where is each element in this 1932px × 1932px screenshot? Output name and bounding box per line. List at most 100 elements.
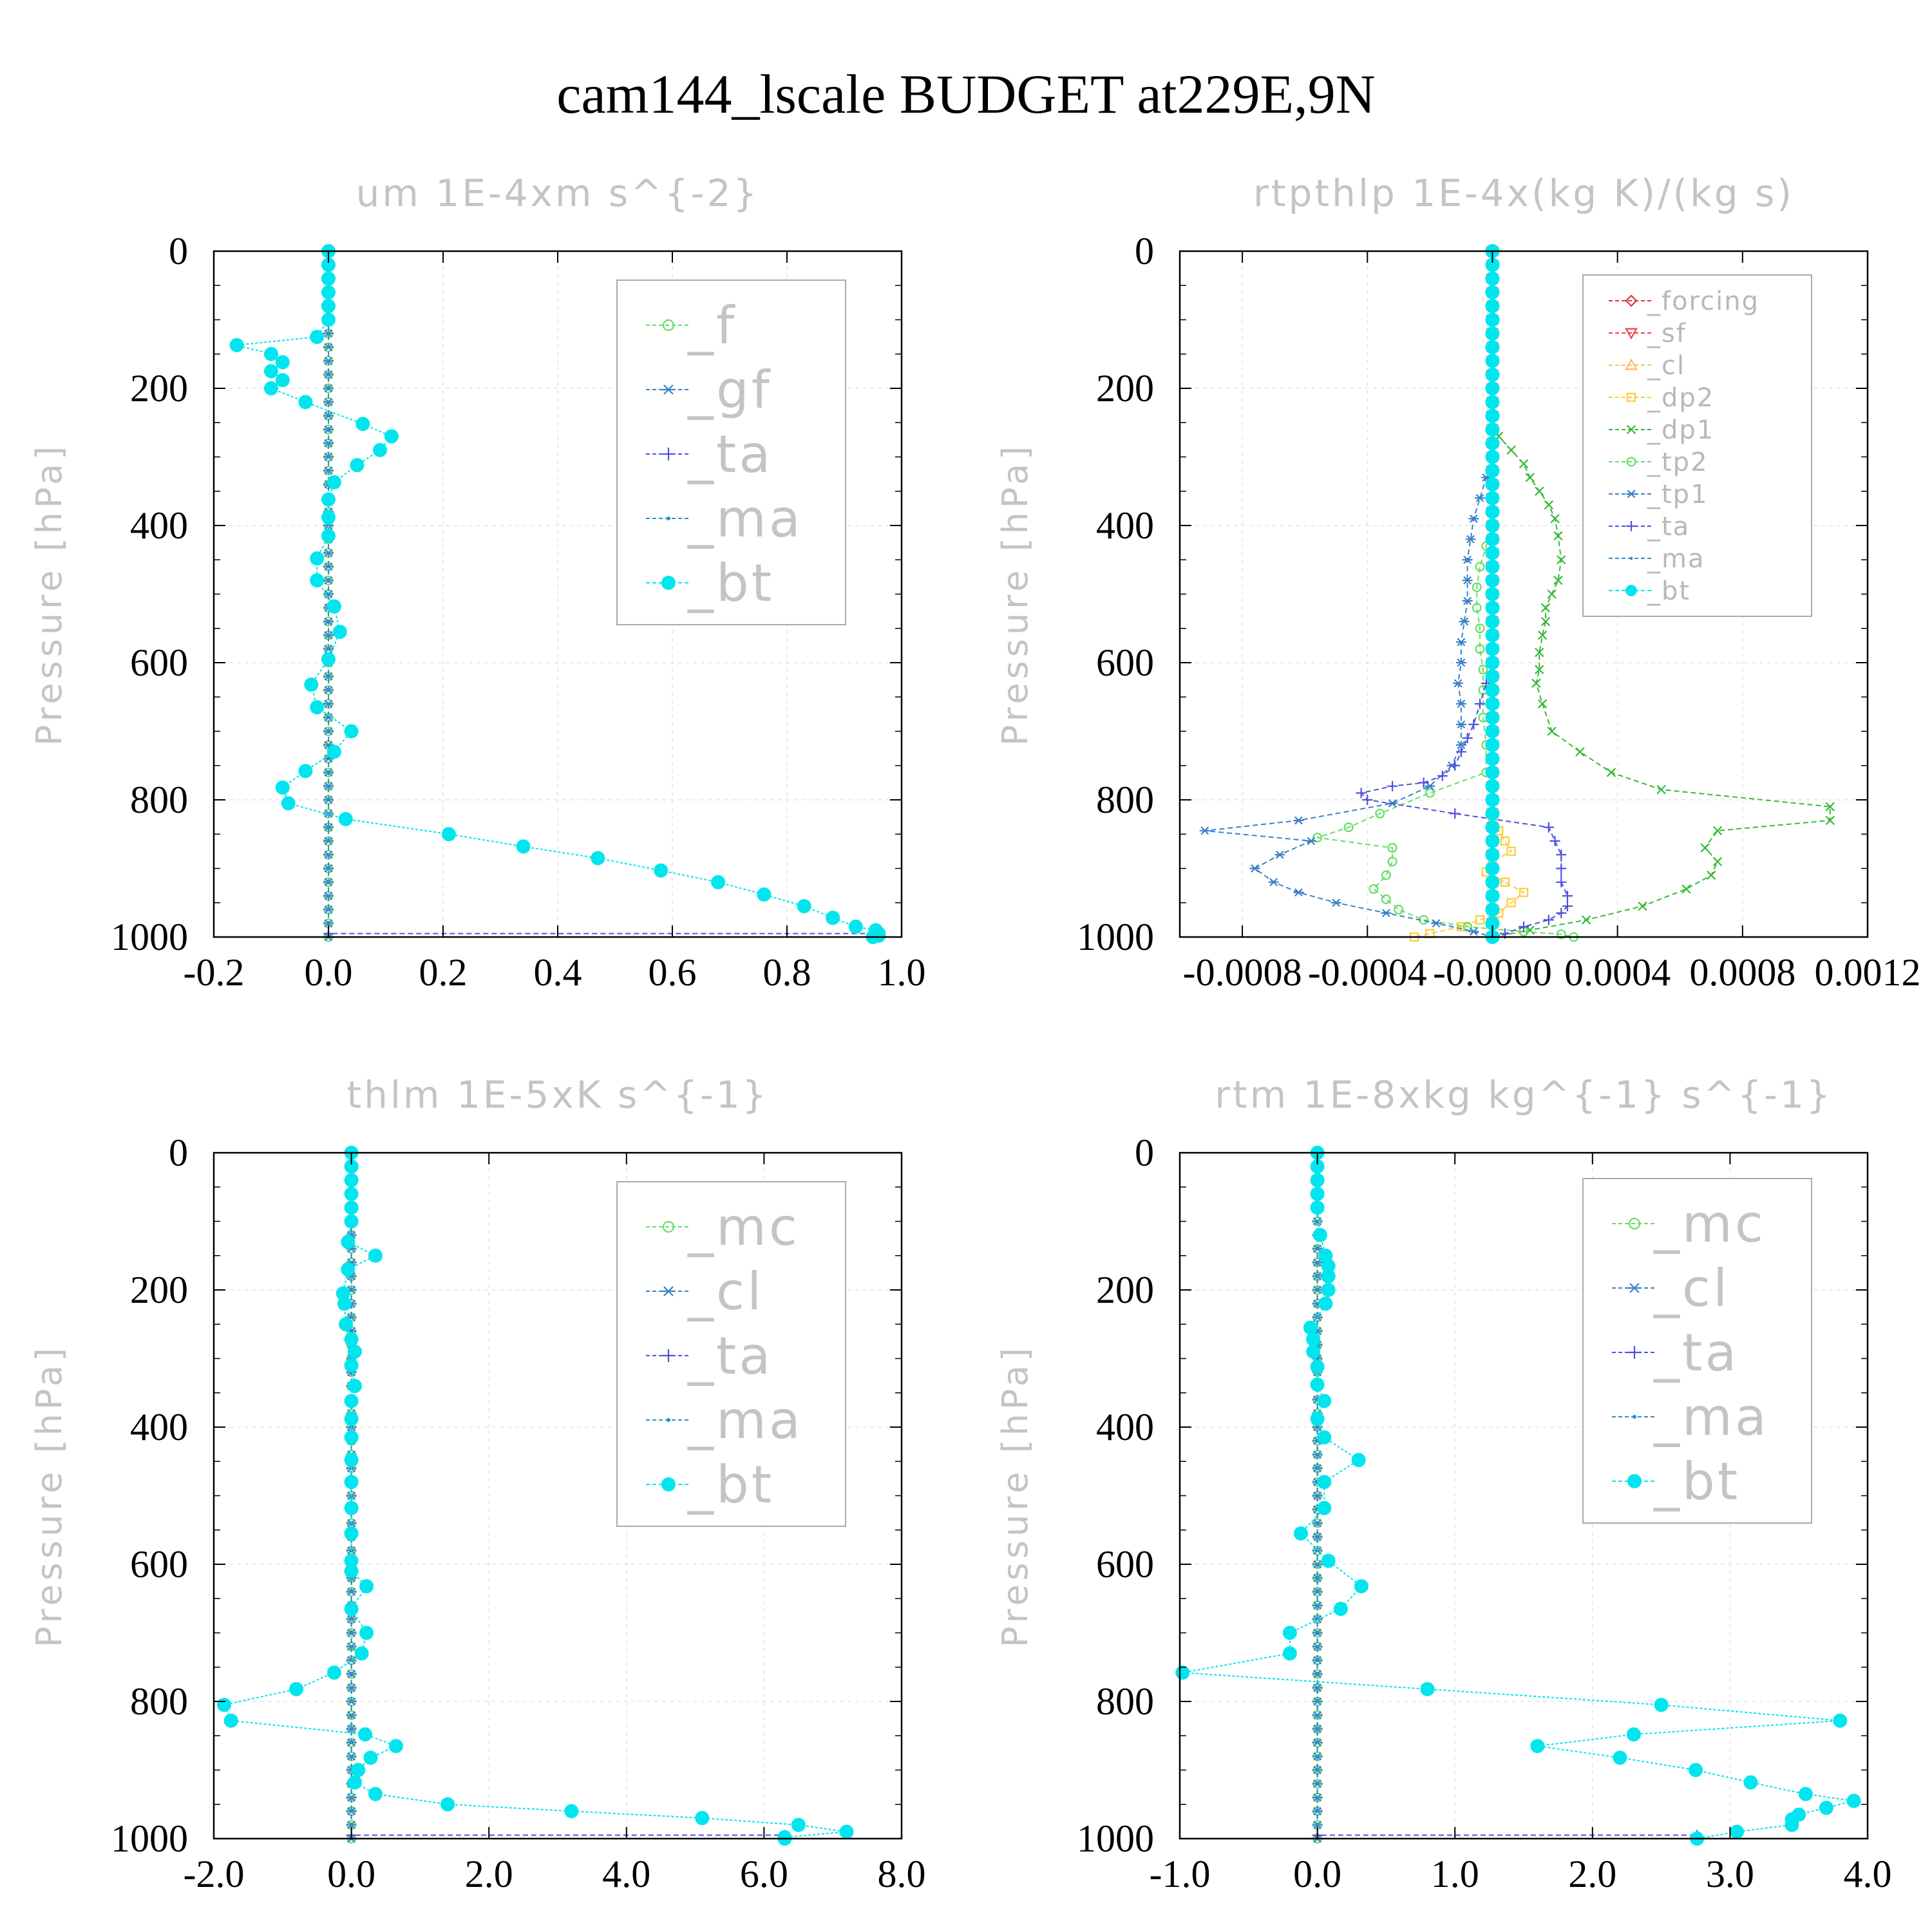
y-tick-label: 400 — [130, 504, 188, 547]
x-tick-label: 6.0 — [740, 1853, 788, 1895]
legend-marker_mc — [1628, 1217, 1641, 1230]
data-point_ma — [350, 1672, 353, 1676]
data-point_tp2 — [1478, 665, 1488, 675]
data-point_ma — [1316, 1562, 1319, 1566]
data-point_ta — [1418, 777, 1429, 788]
series-line_tp1 — [1204, 251, 1493, 938]
data-point_ma — [327, 730, 330, 733]
data-point_ma — [327, 592, 330, 596]
data-point_bt — [1318, 1296, 1333, 1311]
data-point_bt — [441, 827, 456, 842]
data-point_bt — [350, 458, 365, 473]
data-point_bt — [344, 1332, 359, 1347]
y-tick-label: 0 — [1135, 1132, 1154, 1174]
data-point_ma — [327, 880, 330, 884]
data-point_dp1 — [1535, 486, 1544, 496]
data-point_dp1 — [1553, 531, 1563, 541]
x-tick-label: -0.0004 — [1308, 951, 1427, 994]
data-point_bt — [1306, 1344, 1321, 1359]
data-point_bt — [223, 1713, 238, 1728]
figure-title: cam144_lscale BUDGET at229E,9N — [556, 63, 1375, 125]
data-point_tp1 — [1455, 699, 1466, 708]
x-tick-label: 4.0 — [602, 1853, 650, 1895]
data-point_bt — [591, 851, 605, 866]
data-point_tp2 — [1394, 904, 1404, 914]
data-point_ma — [1316, 1686, 1319, 1690]
data-point_bt — [1317, 1501, 1332, 1515]
data-point_bt — [1785, 1817, 1799, 1832]
data-point_bt — [1485, 312, 1500, 327]
data-point_dp1 — [1707, 870, 1716, 880]
y-tick-label: 400 — [1096, 504, 1154, 547]
series_ma — [1316, 1151, 1319, 1841]
data-point_bt — [344, 1186, 359, 1201]
data-point_ma — [1316, 1741, 1319, 1745]
data-point_ma — [1316, 1727, 1319, 1731]
legend-label_ta: _ta — [1653, 1323, 1739, 1383]
x-tick-label: 0.4 — [534, 951, 582, 994]
data-point_bt — [1689, 1763, 1703, 1777]
data-point_tp1 — [1462, 555, 1473, 564]
data-point_bt — [344, 1200, 359, 1215]
data-point_ta — [1462, 733, 1473, 744]
legend-label_bt: _bt — [687, 553, 774, 613]
data-point_bt — [298, 764, 313, 779]
data-point_ta — [1556, 907, 1567, 918]
legend-label_bt: _bt — [687, 1455, 774, 1515]
legend-label_sf: _sf — [1647, 319, 1687, 348]
data-point_bt — [1485, 532, 1500, 547]
data-point_tp2 — [1375, 808, 1385, 819]
data-point_bt — [711, 875, 726, 889]
data-point_bt — [368, 1248, 383, 1263]
data-point_bt — [1485, 340, 1500, 355]
data-point_bt — [1282, 1625, 1297, 1640]
data-point_bt — [1485, 848, 1500, 862]
data-point_ta — [1362, 795, 1373, 805]
data-point_bt — [344, 1501, 359, 1515]
data-point_ma — [327, 359, 330, 363]
data-point_bt — [1485, 628, 1500, 643]
y-tick-label: 800 — [1096, 779, 1154, 821]
data-point_bt — [1317, 1394, 1332, 1408]
data-point_ta — [1562, 901, 1573, 912]
y-tick-label: 400 — [130, 1406, 188, 1448]
data-point_ma — [350, 1795, 353, 1799]
data-point_tp1 — [1462, 596, 1473, 605]
data-point_ma — [327, 441, 330, 445]
data-point_bt — [1317, 1475, 1332, 1490]
data-point_ta — [1475, 698, 1486, 709]
data-point_dp1 — [1712, 826, 1723, 836]
data-point_bt — [1485, 902, 1500, 917]
data-point_bt — [1485, 641, 1500, 656]
data-point_ma — [327, 386, 330, 390]
data-point_bt — [1333, 1602, 1348, 1616]
legend-marker_cl — [1625, 358, 1638, 370]
data-point_ma — [327, 428, 330, 431]
data-point_bt — [1485, 504, 1500, 519]
data-point_bt — [1354, 1579, 1368, 1594]
legend-label_dp2: _dp2 — [1647, 383, 1714, 413]
data-point_dp2 — [1500, 836, 1510, 846]
data-point_ma — [1316, 1754, 1319, 1758]
data-point_ta — [1556, 849, 1567, 860]
data-point_bt — [1846, 1794, 1861, 1808]
data-point_bt — [1310, 1173, 1325, 1188]
legend-label_tp2: _tp2 — [1647, 448, 1709, 477]
x-tick-label: 0.0004 — [1564, 951, 1671, 994]
chart-panel-4: rtm 1E-8xkg kg^{-1} s^{-1} Pressure [hPa]… — [995, 1073, 1892, 1895]
data-point_bt — [1485, 861, 1500, 876]
data-point_bt — [264, 364, 278, 379]
legend-marker_tp2 — [1626, 457, 1636, 467]
data-point_tp2 — [1475, 623, 1485, 634]
data-point_bt — [1485, 806, 1500, 821]
data-point_dp1 — [1544, 500, 1554, 510]
data-point_bt — [1485, 710, 1500, 725]
data-point_tp2 — [1387, 857, 1397, 867]
data-point_ma — [327, 565, 330, 569]
legend-marker_ta — [1626, 521, 1636, 531]
y-axis-label: Pressure [hPa] — [29, 1344, 70, 1647]
data-point_ma — [1316, 1274, 1319, 1278]
legend-marker_gf — [662, 384, 675, 395]
x-tick-label: -0.0000 — [1433, 951, 1552, 994]
